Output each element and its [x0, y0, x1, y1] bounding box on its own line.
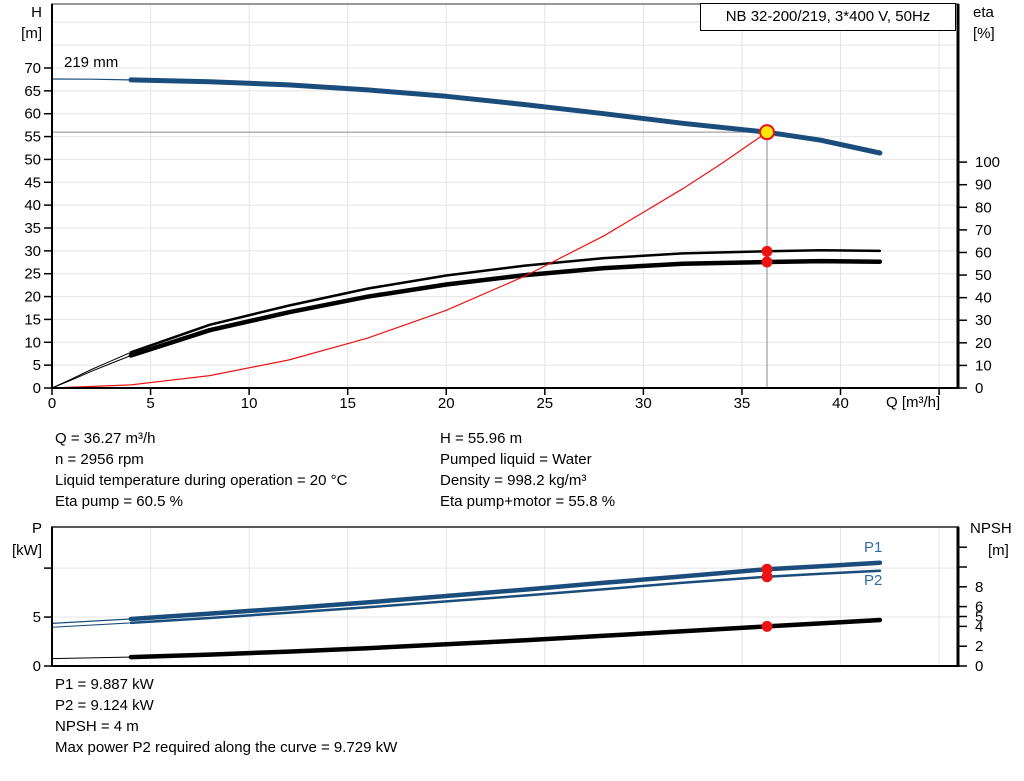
svg-text:70: 70 [975, 222, 992, 239]
svg-text:2: 2 [975, 638, 983, 655]
svg-text:0: 0 [33, 658, 41, 675]
p-axis-name: P [31, 520, 42, 537]
series-p2 [51, 569, 882, 628]
eta-axis-unit: [%] [973, 25, 995, 42]
svg-text:5: 5 [146, 395, 154, 412]
svg-text:30: 30 [975, 312, 992, 329]
duty-markers [761, 563, 773, 632]
info-line-eta-tot: Eta pump+motor = 55.8 % [440, 493, 616, 510]
svg-text:60: 60 [975, 244, 992, 261]
pump-title: NB 32-200/219, 3*400 V, 50Hz [725, 8, 931, 25]
series-system-curve [51, 131, 768, 389]
plot-borders [51, 526, 960, 667]
duty-markers [758, 124, 775, 268]
svg-text:6: 6 [975, 599, 983, 616]
svg-text:50: 50 [975, 267, 992, 284]
svg-text:30: 30 [635, 395, 652, 412]
duty-value-marker [761, 245, 773, 257]
duty-value-marker [761, 620, 773, 632]
p-axis-unit: [kW] [12, 542, 42, 559]
h-axis-unit: [m] [21, 25, 42, 42]
svg-text:30: 30 [24, 243, 41, 260]
svg-text:10: 10 [24, 334, 41, 351]
svg-text:15: 15 [339, 395, 356, 412]
svg-text:45: 45 [24, 174, 41, 191]
series-eta-pump [51, 248, 882, 389]
svg-text:80: 80 [975, 199, 992, 216]
npsh-axis-unit: [m] [988, 542, 1009, 559]
duty-data-right-column: H = 55.96 m Pumped liquid = Water Densit… [440, 428, 615, 512]
gridlines [52, 4, 958, 388]
info-line-npsh: NPSH = 4 m [55, 718, 139, 735]
duty-point-marker [758, 124, 775, 141]
svg-text:0: 0 [33, 380, 41, 397]
power-data-column: P1 = 9.887 kW P2 = 9.124 kW NPSH = 4 m M… [55, 674, 397, 758]
svg-text:40: 40 [832, 395, 849, 412]
svg-text:0: 0 [975, 380, 983, 397]
info-line-q: Q = 36.27 m³/h [55, 430, 156, 447]
svg-text:10: 10 [241, 395, 258, 412]
plot-borders [51, 3, 960, 389]
info-line-eta: Eta pump = 60.5 % [55, 493, 183, 510]
svg-text:10: 10 [975, 357, 992, 374]
p2-curve-label: P2 [864, 572, 883, 589]
info-line-p1: P1 = 9.887 kW [55, 676, 154, 693]
p1-curve-label: P1 [864, 539, 883, 556]
svg-text:20: 20 [438, 395, 455, 412]
svg-text:8: 8 [975, 579, 983, 596]
svg-text:15: 15 [24, 311, 41, 328]
svg-text:5: 5 [975, 608, 983, 625]
svg-text:25: 25 [536, 395, 553, 412]
impeller-size-label: 219 mm [64, 54, 119, 71]
svg-text:90: 90 [975, 177, 992, 194]
series-p1 [51, 560, 883, 624]
svg-text:5: 5 [33, 357, 41, 374]
pump-title-box: NB 32-200/219, 3*400 V, 50Hz [700, 3, 956, 31]
svg-text:20: 20 [24, 289, 41, 306]
svg-text:65: 65 [24, 83, 41, 100]
q-axis-label: Q [m³/h] [886, 394, 941, 411]
svg-text:4: 4 [975, 618, 983, 635]
h-axis-name: H [31, 4, 42, 21]
series-npsh [51, 617, 883, 660]
svg-text:20: 20 [975, 335, 992, 352]
svg-text:25: 25 [24, 266, 41, 283]
duty-data-left-column: Q = 36.27 m³/h n = 2956 rpm Liquid tempe… [55, 428, 347, 512]
info-line-density: Density = 998.2 kg/m³ [440, 472, 587, 489]
svg-text:40: 40 [975, 290, 992, 307]
info-line-h: H = 55.96 m [440, 430, 523, 447]
duty-value-marker [761, 256, 773, 268]
svg-text:5: 5 [33, 609, 41, 626]
info-line-n: n = 2956 rpm [55, 451, 144, 468]
info-line-temp: Liquid temperature during operation = 20… [55, 472, 348, 489]
axis-ticks-and-labels: 0510152025303540455055606570010203040506… [24, 60, 1000, 412]
svg-text:60: 60 [24, 106, 41, 123]
eta-axis-name: eta [973, 4, 994, 21]
series-head-219mm [51, 77, 883, 156]
npsh-axis-name: NPSH [970, 520, 1012, 537]
duty-value-marker [761, 571, 773, 583]
info-line-liquid: Pumped liquid = Water [440, 451, 592, 468]
svg-text:0: 0 [975, 658, 983, 675]
svg-text:70: 70 [24, 60, 41, 77]
svg-text:40: 40 [24, 197, 41, 214]
svg-text:35: 35 [734, 395, 751, 412]
svg-text:35: 35 [24, 220, 41, 237]
svg-text:100: 100 [975, 154, 1000, 171]
series-eta-pump-motor [51, 258, 883, 389]
svg-text:0: 0 [48, 395, 56, 412]
qh-eta-chart: 0510152025303540455055606570010203040506… [24, 3, 1000, 412]
duty-crosshair [52, 131, 768, 388]
info-line-p2: P2 = 9.124 kW [55, 697, 154, 714]
svg-text:50: 50 [24, 151, 41, 168]
svg-text:55: 55 [24, 129, 41, 146]
info-line-maxpower: Max power P2 required along the curve = … [55, 739, 398, 756]
